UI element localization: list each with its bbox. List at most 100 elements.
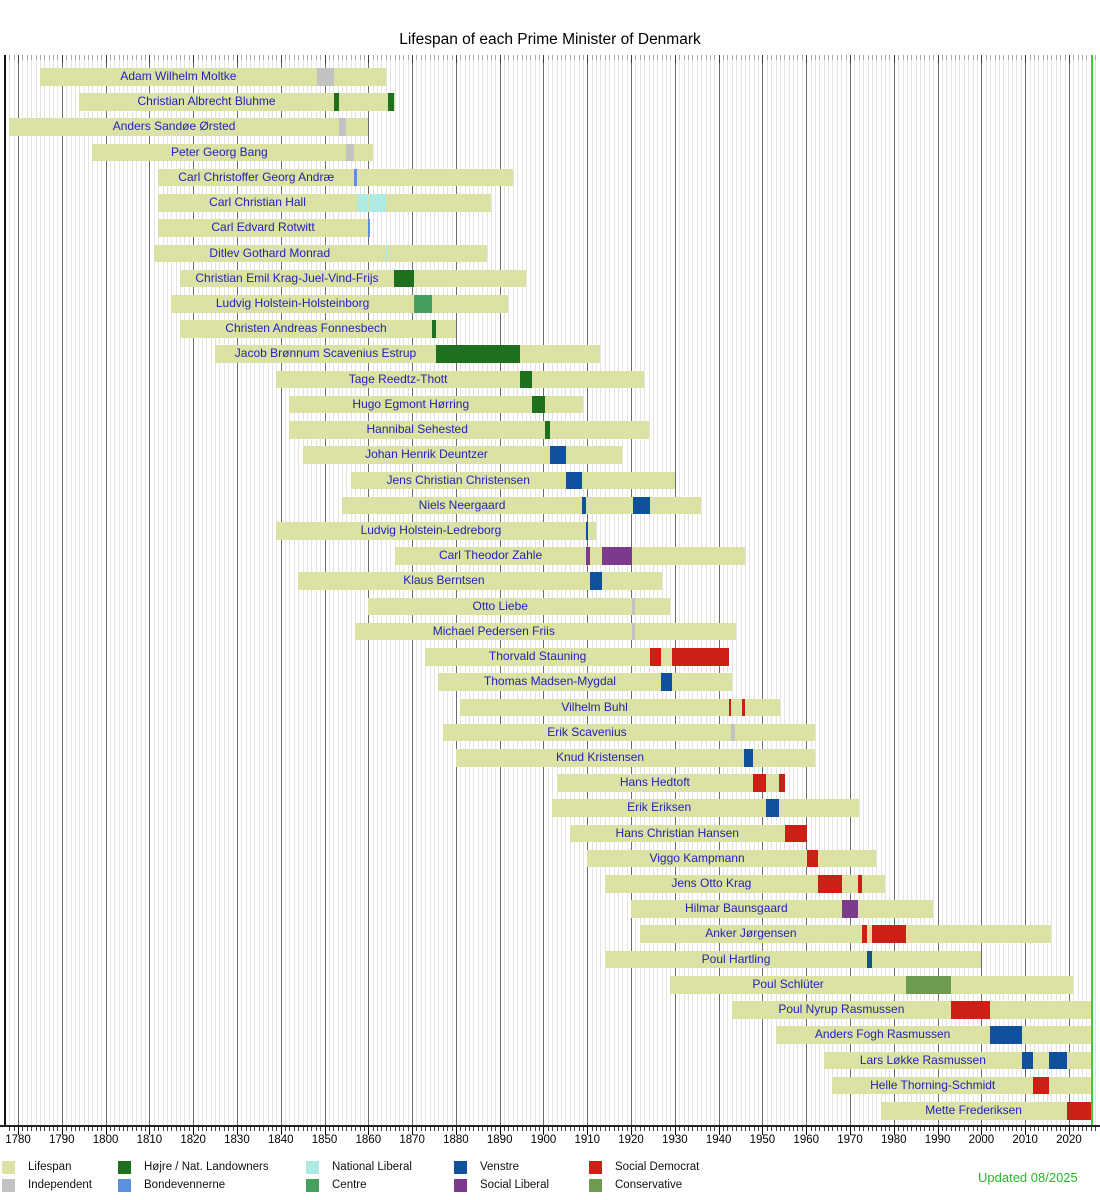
grid-line <box>1038 55 1040 1125</box>
grid-line <box>893 55 895 1125</box>
top-axis-tick <box>74 55 76 60</box>
term-segment-social_democrat <box>950 1001 990 1019</box>
top-axis-tick <box>972 55 974 60</box>
grid-line <box>210 55 212 1125</box>
lifespan-bar <box>556 774 785 792</box>
grid-line <box>420 55 422 1125</box>
grid-line <box>692 55 694 1125</box>
x-axis-tick <box>775 1127 777 1131</box>
grid-line <box>841 55 843 1125</box>
x-axis-tick <box>525 1127 527 1131</box>
top-axis-tick <box>88 55 90 60</box>
now-line <box>1091 55 1094 1125</box>
x-axis-tick <box>876 1127 878 1131</box>
top-axis-tick <box>779 55 781 60</box>
pm-name-label: Otto Liebe <box>472 598 528 613</box>
grid-line <box>836 55 838 1125</box>
top-axis-tick <box>915 55 917 60</box>
grid-line <box>359 55 361 1125</box>
x-axis-tick <box>1051 1127 1053 1131</box>
grid-line <box>482 55 484 1125</box>
pm-name-label: Poul Nyrup Rasmussen <box>778 1002 905 1017</box>
top-axis-tick <box>604 55 606 60</box>
x-axis-tick <box>1012 1127 1014 1131</box>
legend-label-hojre: Højre / Nat. Landowners <box>144 1161 269 1173</box>
grid-line <box>758 55 760 1125</box>
grid-line <box>123 55 125 1125</box>
x-axis-tick <box>915 1127 917 1131</box>
top-axis-tick <box>302 55 304 60</box>
x-axis-tick <box>88 1127 90 1131</box>
grid-line <box>850 55 851 1125</box>
top-axis-tick <box>289 55 291 60</box>
x-axis-tick <box>188 1127 190 1131</box>
x-axis-tick <box>613 1127 615 1131</box>
x-axis-tick <box>1003 1127 1005 1131</box>
top-axis-tick <box>390 55 392 60</box>
grid-line <box>565 55 567 1125</box>
x-axis-tick-label: 1880 <box>443 1134 469 1146</box>
top-axis-tick <box>933 55 935 60</box>
top-axis-tick <box>504 55 506 60</box>
x-axis-tick <box>92 1127 94 1131</box>
grid-line <box>416 55 418 1125</box>
x-axis-tick <box>118 1127 120 1131</box>
top-axis-tick <box>13 55 15 60</box>
top-axis-tick <box>57 55 59 60</box>
grid-line <box>381 55 383 1125</box>
top-axis-tick <box>398 55 400 60</box>
x-axis-tick <box>845 1127 847 1131</box>
x-axis-tick <box>66 1127 68 1131</box>
legend-swatch-hojre <box>118 1161 131 1174</box>
term-segment-venstre <box>565 471 582 490</box>
top-axis-tick <box>79 55 81 60</box>
pm-name-label: Anker Jørgensen <box>705 926 797 941</box>
grid-line <box>140 55 142 1125</box>
top-axis-tick <box>1068 55 1070 63</box>
x-axis-tick <box>254 1127 256 1131</box>
grid-line <box>793 55 795 1125</box>
x-axis-tick <box>197 1127 199 1131</box>
legend-label-independent: Independent <box>28 1179 92 1191</box>
grid-line <box>88 55 90 1125</box>
top-axis-tick <box>131 55 133 60</box>
top-axis-tick <box>819 55 821 60</box>
top-axis-tick <box>363 55 365 60</box>
top-axis-tick <box>517 55 519 60</box>
grid-line <box>372 55 374 1125</box>
lifespan-bar <box>587 849 877 868</box>
top-axis-tick <box>547 55 549 60</box>
top-axis-tick <box>968 55 970 60</box>
top-axis-tick <box>709 55 711 60</box>
x-axis-tick <box>762 1127 764 1135</box>
top-axis-tick <box>385 55 387 60</box>
x-axis-tick <box>591 1127 593 1131</box>
x-axis-tick <box>924 1127 926 1131</box>
x-axis-tick-label: 1830 <box>224 1134 250 1146</box>
lifespan-bar <box>639 925 1052 944</box>
lifespan-bar <box>79 93 395 111</box>
grid-line <box>867 55 869 1125</box>
grid-line <box>1082 55 1084 1125</box>
top-axis-tick <box>434 55 435 60</box>
top-axis-tick <box>644 55 646 60</box>
grid-line <box>652 55 654 1125</box>
term-segment-social_democrat <box>784 824 807 843</box>
top-axis-tick <box>836 55 838 60</box>
top-axis-tick <box>337 55 339 60</box>
x-axis-tick <box>578 1127 580 1131</box>
top-axis-tick <box>885 55 887 60</box>
term-segment-hojre <box>519 370 533 389</box>
lifespan-bar <box>180 269 526 288</box>
x-axis-tick <box>801 1127 803 1131</box>
grid-line <box>1007 55 1009 1125</box>
top-axis-tick <box>44 55 46 60</box>
grid-line <box>547 55 549 1125</box>
x-axis-tick <box>959 1127 961 1131</box>
grid-line <box>1095 55 1097 1125</box>
grid-line <box>267 55 269 1125</box>
term-segment-social_democrat <box>817 875 842 893</box>
grid-line <box>696 55 698 1125</box>
top-axis-tick <box>1038 55 1040 60</box>
top-axis-tick <box>469 55 471 60</box>
